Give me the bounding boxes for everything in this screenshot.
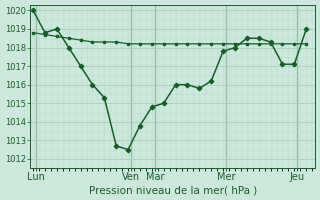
X-axis label: Pression niveau de la mer( hPa ): Pression niveau de la mer( hPa )	[89, 185, 257, 195]
